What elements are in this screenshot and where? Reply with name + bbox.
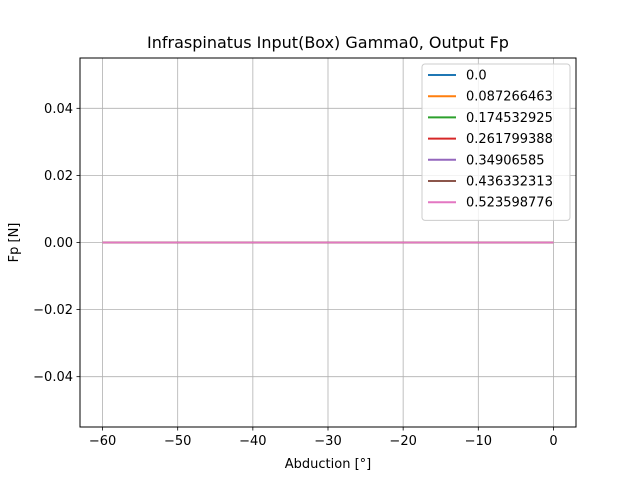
axis-ticks: −60 −50 −40 −30 −20 −10 0 0.04 0.02 0.00 −0.02 −0.0… bbox=[33, 102, 557, 449]
legend-label: 0.087266463 bbox=[466, 90, 553, 105]
legend-label: 0.174532925 bbox=[466, 111, 553, 126]
x-axis-title: Abduction [°] bbox=[285, 457, 371, 472]
x-tick-label: −60 bbox=[89, 434, 116, 449]
y-tick-label: −0.04 bbox=[33, 370, 73, 385]
y-tick-label: 0.02 bbox=[44, 169, 73, 184]
legend-label: 0.261799388 bbox=[466, 132, 553, 147]
x-tick-label: −20 bbox=[389, 434, 416, 449]
legend-label: 0.34906585 bbox=[466, 153, 545, 168]
y-tick-label: 0.00 bbox=[44, 236, 73, 251]
x-tick-label: −10 bbox=[465, 434, 492, 449]
chart-title: Infraspinatus Input(Box) Gamma0, Output … bbox=[147, 33, 509, 52]
legend-box bbox=[421, 63, 571, 221]
x-tick-label: −30 bbox=[314, 434, 341, 449]
x-tick-label: 0 bbox=[549, 434, 557, 449]
y-tick-label: −0.02 bbox=[33, 303, 73, 318]
legend-label: 0.0 bbox=[466, 69, 487, 84]
y-tick-label: 0.04 bbox=[44, 102, 73, 117]
x-tick-label: −40 bbox=[239, 434, 266, 449]
legend-label: 0.523598776 bbox=[466, 196, 553, 211]
legend: 0.0 0.087266463 0.174532925 0.261799388 0.34… bbox=[421, 63, 571, 221]
y-axis-title: Fp [N] bbox=[7, 223, 22, 263]
legend-label: 0.436332313 bbox=[466, 175, 553, 190]
x-tick-label: −50 bbox=[164, 434, 191, 449]
